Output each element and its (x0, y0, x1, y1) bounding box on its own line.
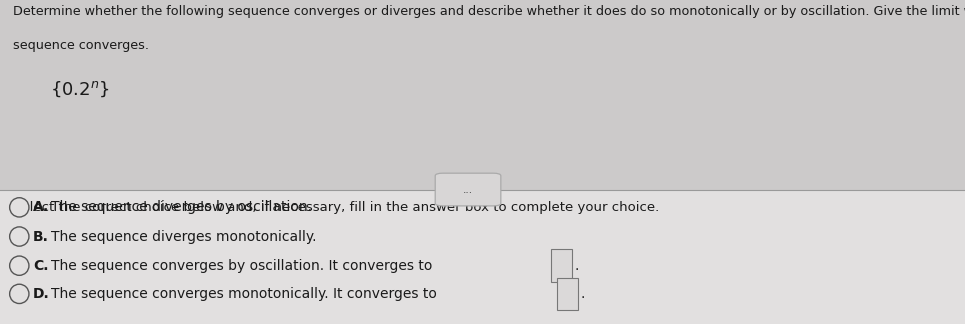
Bar (0, 190, 965, 324)
Text: The sequence diverges by oscillation.: The sequence diverges by oscillation. (51, 200, 312, 214)
Ellipse shape (10, 256, 29, 275)
Bar (0, 0, 965, 190)
Text: The sequence diverges monotonically.: The sequence diverges monotonically. (51, 229, 317, 244)
Text: Select the correct choice below and, if necessary, fill in the answer box to com: Select the correct choice below and, if … (13, 201, 659, 214)
Ellipse shape (10, 284, 29, 304)
Text: Determine whether the following sequence converges or diverges and describe whet: Determine whether the following sequence… (13, 5, 965, 18)
Text: The sequence converges monotonically. It converges to: The sequence converges monotonically. It… (51, 287, 441, 301)
FancyBboxPatch shape (551, 249, 572, 282)
Text: B.: B. (33, 229, 48, 244)
Text: sequence converges.: sequence converges. (13, 39, 149, 52)
Text: $\{0.2^n\}$: $\{0.2^n\}$ (50, 79, 110, 99)
Text: D.: D. (33, 287, 49, 301)
Ellipse shape (10, 227, 29, 246)
Text: ...: ... (463, 185, 473, 194)
Ellipse shape (10, 198, 29, 217)
Text: .: . (575, 259, 579, 273)
Text: .: . (581, 287, 585, 301)
FancyBboxPatch shape (557, 278, 578, 310)
Text: A.: A. (33, 200, 49, 214)
Text: The sequence converges by oscillation. It converges to: The sequence converges by oscillation. I… (51, 259, 437, 273)
FancyBboxPatch shape (435, 173, 501, 206)
Text: C.: C. (33, 259, 48, 273)
